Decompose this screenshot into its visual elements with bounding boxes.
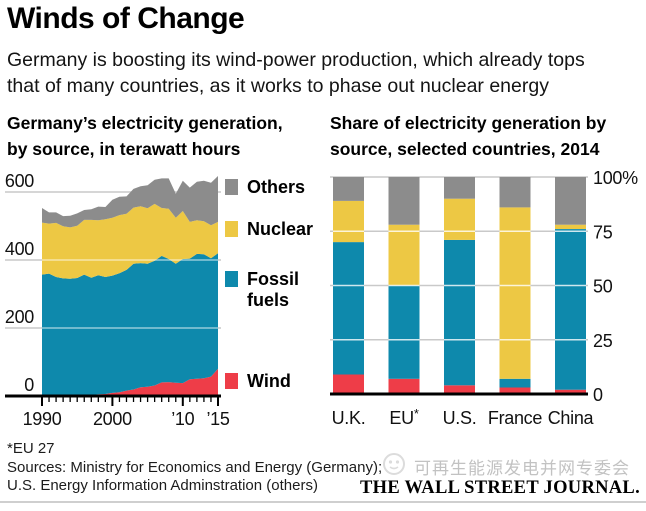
area-series-wind [42,368,218,396]
page-title: Winds of Change [7,2,245,35]
legend-item-nuclear: Nuclear [225,219,325,240]
bar-segment-wind [499,387,531,394]
category-label: U.S. [443,408,477,428]
subtitle-line-1: Germany is boosting its wind-power produ… [7,49,585,71]
bar-segment-fossil_fuels [499,378,531,388]
bar-segment-nuclear [499,207,531,379]
country-share-bar-plot: 0 25 50 75 100% U.K. EU* U.S. France China [330,168,638,428]
bar-segment-wind [444,385,475,394]
area-series-others [42,176,218,228]
bar-segment-others [555,177,586,225]
others-swatch-icon [225,179,238,195]
bar-segment-fossil_fuels [333,242,364,375]
bar-segment-nuclear [333,200,364,243]
right-chart-heading: Share of electricity generation by sourc… [330,110,606,162]
bar-segment-wind [555,389,586,394]
wsj-wordmark: THE WALL STREET JOURNAL. [360,478,640,498]
footnote-eu27: *EU 27 [7,440,55,457]
wechat-logo-icon [382,452,406,481]
subtitle-line-2: that of many countries, as it works to p… [7,75,549,97]
legend-label-wind: Wind [247,371,291,391]
bar-segment-others [388,177,420,225]
legend-label-nuclear: Nuclear [247,219,314,239]
right-chart-heading-line-1: Share of electricity generation by [330,113,607,133]
legend-item-others: Others [225,177,325,198]
y-axis-label: 600 [5,171,34,191]
bar-segment-wind [333,374,364,394]
y-axis-label: 25 [593,331,613,351]
y-axis-label: 100% [593,168,638,188]
x-axis-label: 1990 [23,409,62,429]
wechat-account-name: 可再生能源发电并网专委会 [414,459,630,478]
legend-label-fossil-fuels: Fossil fuels [247,269,300,310]
bar-segment-fossil_fuels [555,229,586,390]
bar-segment-fossil_fuels [444,239,475,386]
bar-segment-fossil_fuels [388,285,420,379]
category-label: France [488,408,543,428]
left-chart-heading: Germany’s electricity generation, by sou… [7,110,283,162]
x-axis-label: 2000 [93,409,132,429]
bar-segment-others [499,177,531,208]
bar-segment-nuclear [388,224,420,286]
x-axis-label: ’15 [206,409,229,429]
y-axis-label: 0 [24,375,34,395]
area-series-fossil_fuels [42,253,218,396]
footnote-sources-line-2: U.S. Energy Information Adminstration (o… [7,477,318,494]
y-axis-label: 75 [593,222,613,242]
legend-label-others: Others [247,177,306,197]
legend-item-wind: Wind [225,371,325,392]
germany-area-plot: 0 200 400 600 1990 2000 ’10 ’15 [5,171,230,429]
bar-segment-nuclear [555,224,586,229]
bar-segment-others [333,177,364,201]
category-label: China [548,408,595,428]
wechat-branding: 可再生能源发电并网专委会 [382,452,630,481]
y-axis-label: 200 [5,307,34,327]
bottom-divider [0,501,646,503]
category-label: U.K. [332,408,366,428]
nuclear-swatch-icon [225,221,238,237]
footnote-sources-line-1: Sources: Ministry for Economics and Ener… [7,459,383,476]
legend-item-fossil-fuels: Fossil fuels [225,269,325,311]
left-chart-heading-line-2: by source, in terawatt hours [7,139,241,159]
category-label: EU* [389,406,418,428]
fossil-fuels-swatch-icon [225,271,238,287]
y-axis-label: 400 [5,239,34,259]
y-axis-label: 50 [593,277,613,297]
bar-segment-wind [388,378,420,394]
left-chart-heading-line-1: Germany’s electricity generation, [7,113,283,133]
wind-swatch-icon [225,373,238,389]
x-axis-label: ’10 [171,409,194,429]
right-chart-heading-line-2: source, selected countries, 2014 [330,139,600,159]
y-axis-label: 0 [593,385,603,405]
bar-segment-others [444,177,475,199]
bar-segment-nuclear [444,198,475,240]
